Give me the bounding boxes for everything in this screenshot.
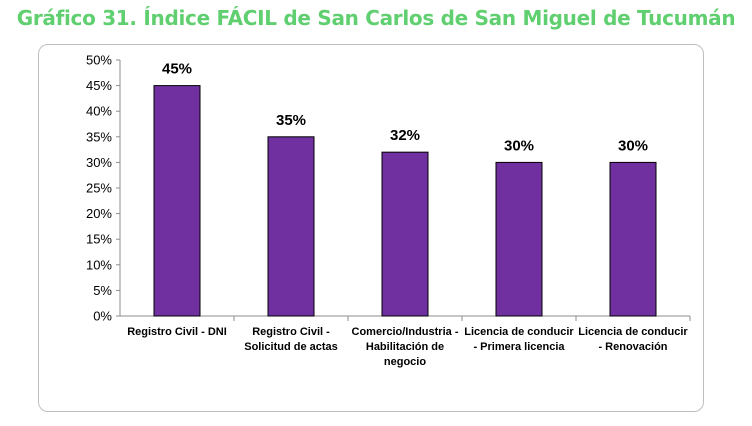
data-label: 35% bbox=[276, 112, 306, 129]
y-tick-label: 50% bbox=[86, 53, 112, 68]
x-tick-label: Comercio/Industria -Habilitación de negoc… bbox=[352, 326, 459, 368]
y-tick-label: 35% bbox=[86, 129, 112, 144]
data-label: 45% bbox=[162, 61, 192, 78]
bar bbox=[609, 161, 657, 317]
y-tick-label: 20% bbox=[86, 206, 112, 221]
chart-frame bbox=[38, 44, 704, 412]
bar bbox=[267, 136, 315, 317]
x-tick-label: Licencia de conducir - Primera licencia bbox=[464, 326, 574, 353]
y-tick-label: 10% bbox=[86, 257, 112, 272]
chart-title: Gráfico 31. Índice FÁCIL de San Carlos d… bbox=[16, 6, 736, 30]
y-tick-label: 0% bbox=[93, 309, 112, 324]
x-tick-label: Registro Civil - DNI bbox=[127, 326, 227, 338]
y-tick-label: 25% bbox=[86, 181, 112, 196]
x-tick-label: Licencia de conducir - Renovación bbox=[578, 326, 688, 353]
y-tick-label: 15% bbox=[86, 232, 112, 247]
x-tick-label: Registro Civil -Solicitud de actas bbox=[244, 326, 338, 353]
data-label: 30% bbox=[504, 137, 534, 154]
y-tick-label: 30% bbox=[86, 155, 112, 170]
bar bbox=[153, 85, 201, 317]
bar bbox=[495, 161, 543, 317]
data-label: 32% bbox=[390, 127, 420, 144]
bar bbox=[381, 151, 429, 317]
y-tick-label: 5% bbox=[93, 283, 112, 298]
y-tick-label: 45% bbox=[86, 78, 112, 93]
y-tick-label: 40% bbox=[86, 104, 112, 119]
data-label: 30% bbox=[618, 137, 648, 154]
